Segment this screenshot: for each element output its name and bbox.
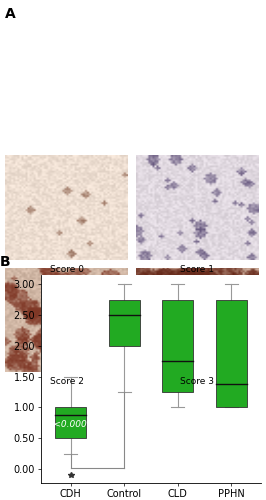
- Bar: [216, 300, 247, 408]
- Bar: [109, 300, 140, 346]
- Text: P<0.0001: P<0.0001: [48, 420, 93, 429]
- Bar: [55, 408, 86, 438]
- Text: Score 3: Score 3: [180, 378, 214, 386]
- Text: B: B: [0, 255, 10, 269]
- Text: Score 2: Score 2: [49, 378, 84, 386]
- Bar: [162, 300, 193, 392]
- Text: Score 1: Score 1: [180, 265, 214, 274]
- Text: Score 0: Score 0: [49, 265, 84, 274]
- Text: A: A: [5, 8, 16, 22]
